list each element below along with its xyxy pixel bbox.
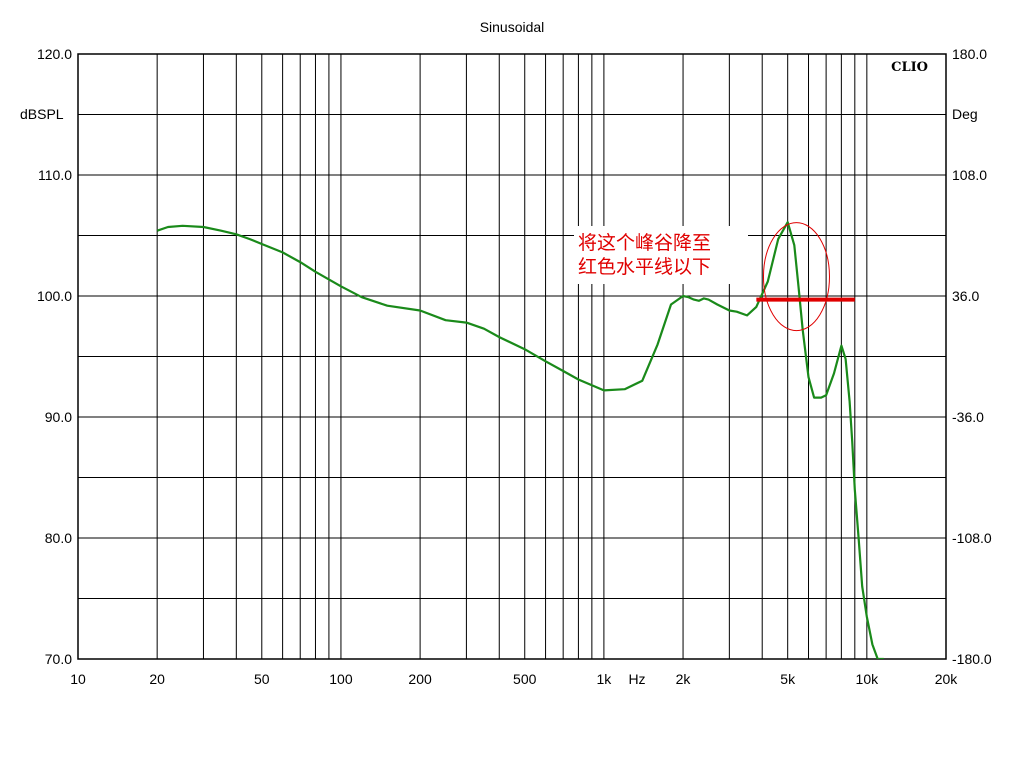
right-axis-tick-label: 36.0 — [952, 288, 979, 304]
x-axis-tick-label: 20k — [935, 671, 959, 687]
left-axis-tick-label: 100.0 — [37, 288, 72, 304]
x-axis-unit-label: Hz — [628, 671, 645, 687]
plot-frame — [77, 53, 947, 660]
x-axis-tick-label: 100 — [329, 671, 353, 687]
right-axis-tick-label: 108.0 — [952, 167, 987, 183]
annotation: 将这个峰谷降至 红色水平线以下 — [574, 222, 855, 332]
x-axis-tick-label: 200 — [408, 671, 432, 687]
series-layer — [156, 221, 884, 659]
right-axis-unit-label: Deg — [952, 106, 978, 122]
clio-brand-label: CLIO — [891, 60, 928, 75]
grid — [78, 54, 946, 659]
x-axis-tick-label: 20 — [149, 671, 165, 687]
right-axis-tick-label: 180.0 — [952, 46, 987, 62]
peak-highlight-ellipse — [762, 222, 830, 332]
annotation-background — [574, 226, 748, 284]
x-axis-tick-label: 10k — [856, 671, 880, 687]
left-axis-tick-label: 70.0 — [45, 651, 72, 667]
right-axis-tick-label: -36.0 — [952, 409, 984, 425]
right-axis-tick-label: -108.0 — [952, 530, 992, 546]
annotation-line-1: 将这个峰谷降至 — [578, 232, 711, 254]
left-axis-tick-label: 90.0 — [45, 409, 72, 425]
left-axis-tick-label: 80.0 — [45, 530, 72, 546]
frequency-response-line — [156, 221, 884, 659]
x-axis-tick-label: 500 — [513, 671, 537, 687]
x-axis-tick-label: 50 — [254, 671, 270, 687]
left-axis-tick-label: 120.0 — [37, 46, 72, 62]
x-axis-tick-label: 5k — [780, 671, 796, 687]
left-axis-tick-label: 110.0 — [38, 167, 72, 183]
tick-labels: 70.0 80.0 90.0 100.0 110.0 120.0 -180.0 -108.0 -… — [37, 46, 992, 687]
annotation-line-2: 红色水平线以下 — [578, 256, 711, 278]
x-axis-tick-label: 10 — [70, 671, 86, 687]
left-axis-unit-label: dBSPL — [20, 106, 64, 122]
x-axis-tick-label: 1k — [596, 671, 612, 687]
x-axis-tick-label: 2k — [676, 671, 692, 687]
right-axis-tick-label: -180.0 — [952, 651, 992, 667]
chart-title: Sinusoidal — [480, 19, 545, 35]
